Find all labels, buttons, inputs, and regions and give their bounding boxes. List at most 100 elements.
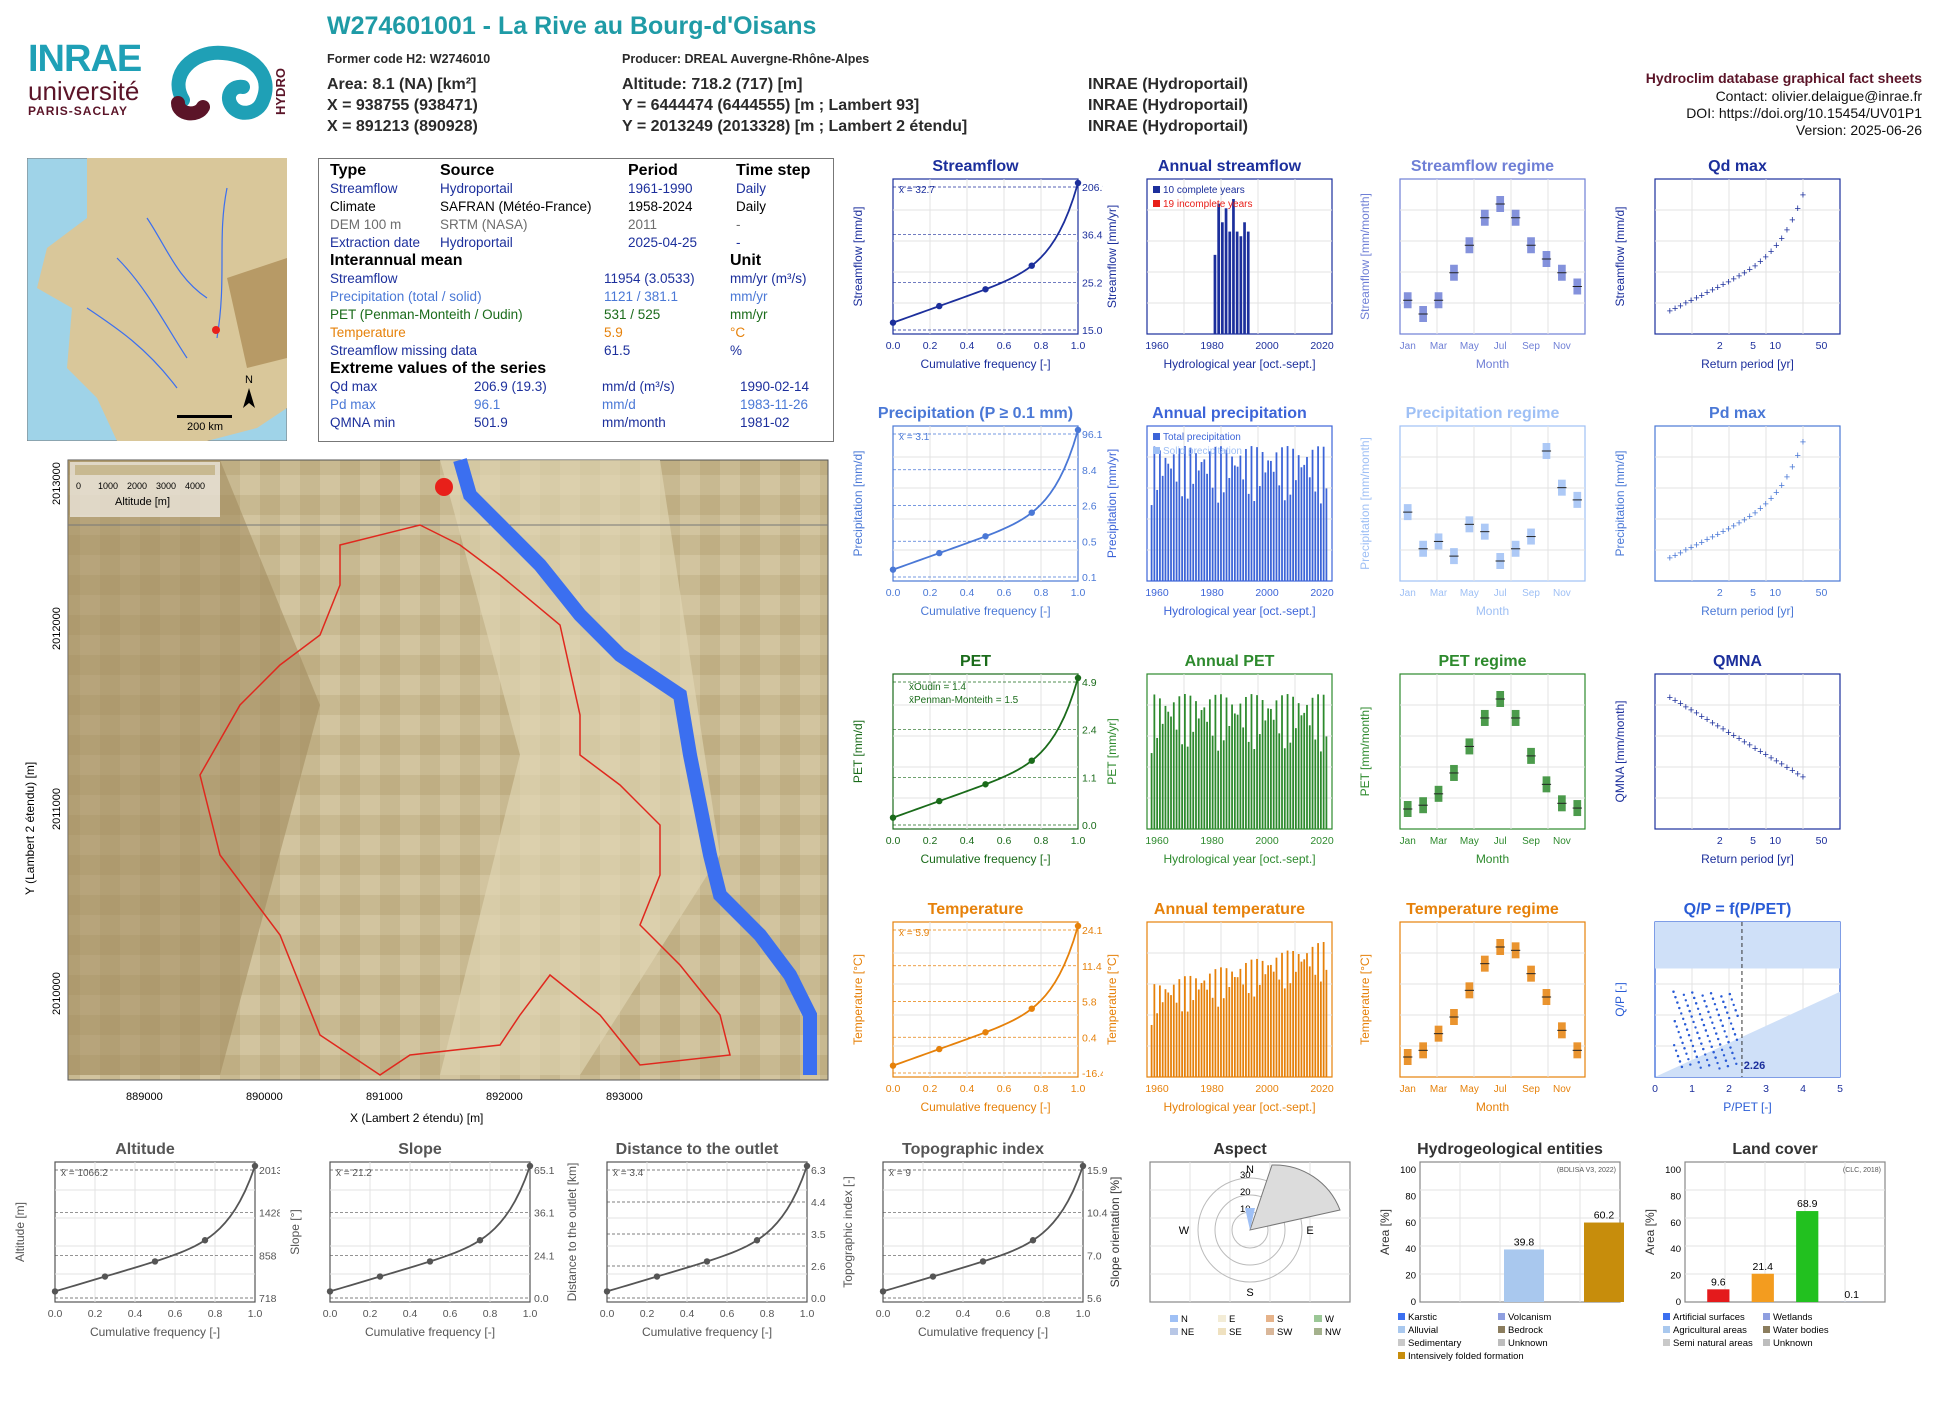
- scatter-point: [1677, 1055, 1679, 1057]
- quantile-value-label: 11.4: [1082, 961, 1102, 973]
- x-tick-label: 0.8: [1034, 835, 1049, 847]
- bar: [1226, 698, 1228, 829]
- plot-frame: [893, 179, 1078, 334]
- x-tick-label: 0.8: [1034, 1083, 1049, 1095]
- scatter-point: [1709, 1040, 1711, 1042]
- bar: [1240, 704, 1242, 829]
- y-tick-label: 60: [1405, 1218, 1416, 1229]
- bar: [1184, 446, 1186, 581]
- source-note: (CLC, 2018): [1843, 1167, 1881, 1174]
- bar: [1242, 985, 1244, 1077]
- x-axis-label: Cumulative frequency [-]: [920, 852, 1050, 866]
- bar: [1201, 462, 1203, 581]
- scatter-point: [1681, 1042, 1683, 1044]
- x-tick-label: May: [1460, 1084, 1479, 1095]
- legend-swatch: [1153, 433, 1160, 440]
- x-tick-label: 0.0: [886, 1083, 901, 1095]
- bar: [1237, 715, 1239, 829]
- bar: [1162, 1002, 1164, 1077]
- bar: [1198, 470, 1200, 581]
- bar: [1317, 943, 1319, 1077]
- bar: [1314, 492, 1316, 581]
- scatter-point: [1688, 1010, 1690, 1012]
- x-tick-label: Jul: [1494, 341, 1507, 352]
- bar: [1231, 704, 1233, 829]
- bar: [1323, 447, 1325, 581]
- threshold-label: 2.26: [1744, 1060, 1765, 1072]
- quantile-value-label: 36.1: [534, 1208, 555, 1220]
- bar: [1223, 740, 1225, 829]
- bar: [1198, 989, 1200, 1077]
- bar: [1206, 474, 1208, 581]
- x-tick-label: Sep: [1522, 341, 1540, 352]
- quantile-point: [982, 781, 988, 787]
- y-axis-label: Precipitation [mm/month]: [1358, 437, 1372, 570]
- location-minimap: N 200 km: [27, 158, 287, 441]
- x-tick-label: 2020: [1310, 1083, 1334, 1095]
- bar: [1253, 501, 1255, 581]
- scatter-point: [1704, 1053, 1706, 1055]
- x-axis-label: Return period [yr]: [1701, 852, 1794, 866]
- x-tick-label: Sep: [1522, 836, 1540, 847]
- scatter-point: [1722, 1001, 1724, 1003]
- bar: [1223, 998, 1225, 1077]
- bar: [1256, 959, 1258, 1077]
- area: Area: 8.1 (NA) [km²]: [327, 76, 476, 94]
- bar: [1317, 446, 1319, 581]
- scatter-point: [1727, 1041, 1729, 1043]
- quantile-value-label: 1.1: [1082, 772, 1097, 784]
- scatter-point: [1729, 993, 1731, 995]
- aspect-direction: W: [1179, 1225, 1190, 1237]
- y-tick-label: 40: [1405, 1244, 1416, 1255]
- scatter-point: [1698, 1037, 1700, 1039]
- quantile-value-label: 718: [259, 1293, 277, 1305]
- bar: [1234, 977, 1236, 1077]
- quantile-point: [1029, 1005, 1035, 1011]
- bar: [1156, 738, 1158, 829]
- scatter-point: [1707, 1011, 1709, 1013]
- scatter-point: [1687, 1058, 1689, 1060]
- bar: [1173, 454, 1175, 581]
- quantile-point: [1029, 509, 1035, 515]
- bar: [1215, 447, 1217, 581]
- legend-swatch: [1763, 1326, 1770, 1333]
- bar: [1281, 953, 1283, 1077]
- scatter-point: [1716, 1062, 1718, 1064]
- doi: DOI: https://doi.org/10.15454/UV01P1: [1686, 105, 1922, 121]
- bar: [1245, 963, 1247, 1077]
- legend-entry: W: [1325, 1314, 1334, 1325]
- legend-entry: 10 complete years: [1163, 185, 1245, 196]
- quantile-value-label: 2013: [259, 1165, 280, 1177]
- bar: [1245, 449, 1247, 581]
- bar: [1264, 974, 1266, 1077]
- bar: [1236, 232, 1239, 334]
- y-lambert2: Y = 2013249 (2013328) [m ; Lambert 2 éte…: [622, 118, 967, 136]
- x-tick-label: 5: [1837, 1083, 1843, 1095]
- bar: [1284, 748, 1286, 829]
- map-x-axis: 889000 890000 891000 892000 893000 X (La…: [126, 1091, 643, 1125]
- scatter-point: [1697, 1008, 1699, 1010]
- x-tick-label: 2: [1717, 340, 1723, 352]
- bar: [1298, 703, 1300, 829]
- quantile-point: [152, 1258, 158, 1264]
- bar: [1237, 467, 1239, 581]
- legend-swatch: [1170, 1315, 1178, 1322]
- chart-title: Precipitation (P ≥ 0.1 mm): [878, 405, 1073, 422]
- plot-frame: [55, 1162, 255, 1302]
- scatter-point: [1726, 1011, 1728, 1013]
- scatter-point: [1705, 1005, 1707, 1007]
- x-axis-label: Hydrological year [oct.-sept.]: [1163, 1100, 1315, 1114]
- x-tick-label: 1.0: [523, 1308, 538, 1320]
- scatter-point: [1716, 1008, 1718, 1010]
- bar: [1312, 450, 1314, 581]
- producer: Producer: DREAL Auvergne-Rhône-Alpes: [622, 52, 869, 66]
- x-tick-label: 0.8: [1036, 1308, 1051, 1320]
- bar: [1251, 694, 1253, 829]
- legend-swatch: [1266, 1328, 1274, 1335]
- bar: [1292, 449, 1294, 581]
